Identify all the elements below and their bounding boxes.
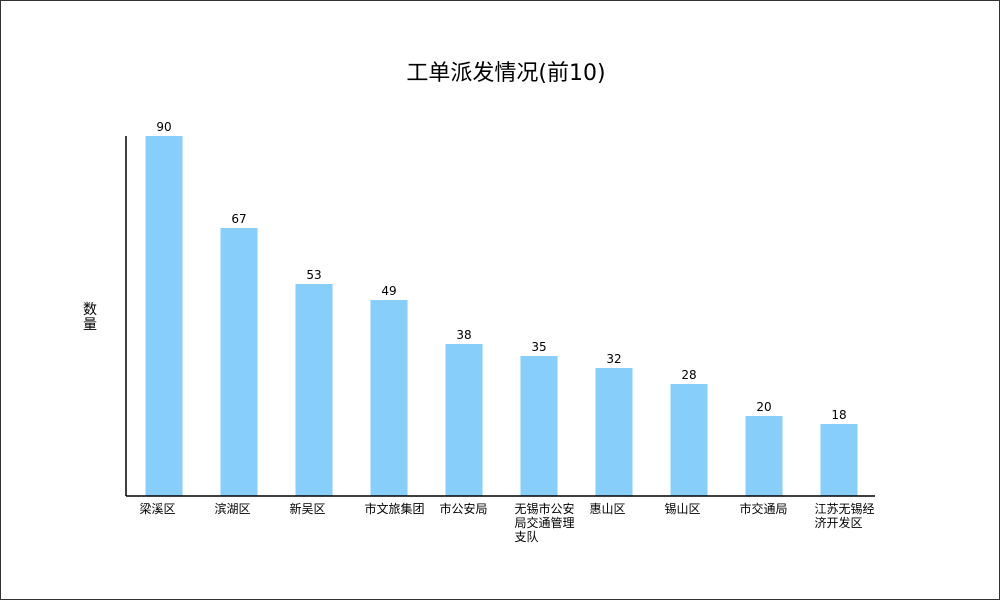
category-label: 无锡市公安局交通管理支队 xyxy=(515,501,575,544)
category-labels-group: 梁溪区 滨湖区 新吴区 市文旅集团 市公安局 无锡市公安局交通管理支队 惠山区 锡山区 市交通局… xyxy=(140,501,875,544)
bar-value-label: 49 xyxy=(381,284,396,298)
category-label: 江苏无锡经济开发区 xyxy=(815,501,875,530)
chart-title: 工单派发情况(前10) xyxy=(406,61,605,86)
bar xyxy=(145,136,183,496)
bar xyxy=(670,384,708,496)
y-axis-label: 数量 xyxy=(83,302,97,333)
bar-value-label: 35 xyxy=(531,340,546,354)
bar xyxy=(745,416,783,496)
bar xyxy=(295,284,333,496)
category-label: 市交通局 xyxy=(740,501,788,516)
category-label: 滨湖区 xyxy=(215,501,251,516)
bar-value-label: 53 xyxy=(306,268,321,282)
category-label: 锡山区 xyxy=(665,501,701,516)
category-label: 梁溪区 xyxy=(140,501,176,516)
bar-value-label: 18 xyxy=(831,408,846,422)
category-label: 市文旅集团 xyxy=(365,501,425,516)
bar-value-label: 32 xyxy=(606,352,621,366)
bar-value-label: 20 xyxy=(756,400,771,414)
category-label: 惠山区 xyxy=(590,502,626,516)
category-label: 新吴区 xyxy=(290,501,326,516)
bar-value-label: 38 xyxy=(456,328,471,342)
category-label: 市公安局 xyxy=(440,501,488,516)
bar xyxy=(445,344,483,496)
bar-value-label: 28 xyxy=(681,368,696,382)
bar-value-label: 67 xyxy=(231,212,246,226)
bar-value-label: 90 xyxy=(156,120,171,134)
bar xyxy=(595,368,633,496)
bar xyxy=(820,424,858,496)
bar xyxy=(220,228,258,496)
bar xyxy=(520,356,558,496)
bars-group xyxy=(145,136,858,496)
value-labels-group: 90 67 53 49 38 35 32 28 20 18 xyxy=(156,120,846,422)
bar xyxy=(370,300,408,496)
